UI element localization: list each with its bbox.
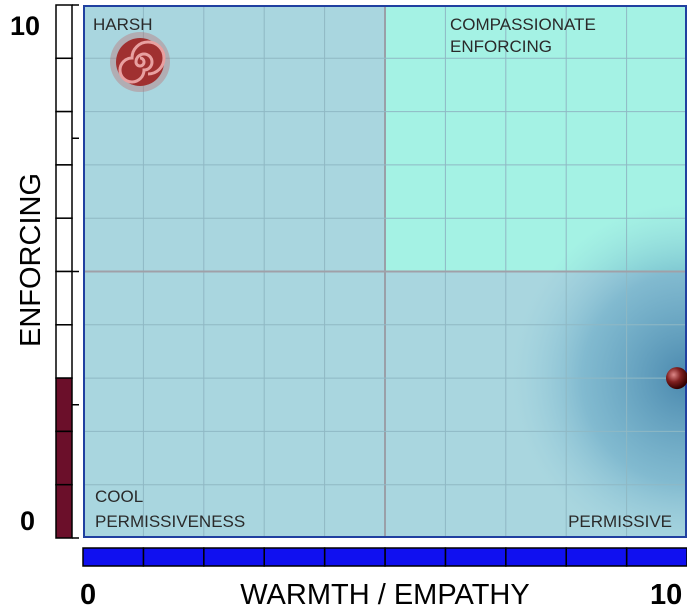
level-segment — [55, 270, 73, 326]
y-axis-label: ENFORCING — [15, 173, 47, 347]
level-segment — [444, 547, 507, 567]
quadrant-label: COMPASSIONATE — [450, 15, 596, 34]
level-segment — [82, 547, 145, 567]
quadrant-label: PERMISSIVENESS — [95, 512, 245, 531]
level-segment — [565, 547, 628, 567]
x-axis-label: WARMTH / EMPATHY — [240, 579, 529, 609]
x-max-label: 10 — [650, 579, 682, 609]
level-segment — [263, 547, 326, 567]
level-segment — [55, 57, 73, 113]
quadrant-label: PERMISSIVE — [568, 512, 672, 531]
marker-glow — [512, 203, 687, 538]
level-segment — [203, 547, 265, 567]
plot-border — [83, 5, 687, 538]
plot-area — [83, 5, 687, 538]
level-segment — [55, 483, 73, 539]
quadrant-label: ENFORCING — [450, 37, 552, 56]
level-segment — [142, 547, 205, 567]
harsh-spiral — [110, 32, 170, 92]
quadrant-label: HARSH — [93, 15, 153, 34]
level-segment — [55, 377, 73, 433]
y-max-label: 10 — [10, 11, 40, 41]
level-segment — [384, 547, 447, 567]
level-segment — [55, 4, 73, 60]
level-segment — [55, 164, 73, 219]
marker — [666, 367, 687, 390]
quadrant-label: COOL — [95, 487, 143, 506]
level-segment — [625, 547, 687, 567]
level-segment — [55, 217, 73, 273]
level-segment — [55, 324, 73, 379]
level-segment — [505, 547, 567, 567]
x-min-label: 0 — [80, 579, 96, 609]
level-segment — [55, 110, 73, 166]
level-segment — [55, 430, 73, 486]
y-min-label: 0 — [20, 506, 35, 536]
level-segment — [323, 547, 386, 567]
